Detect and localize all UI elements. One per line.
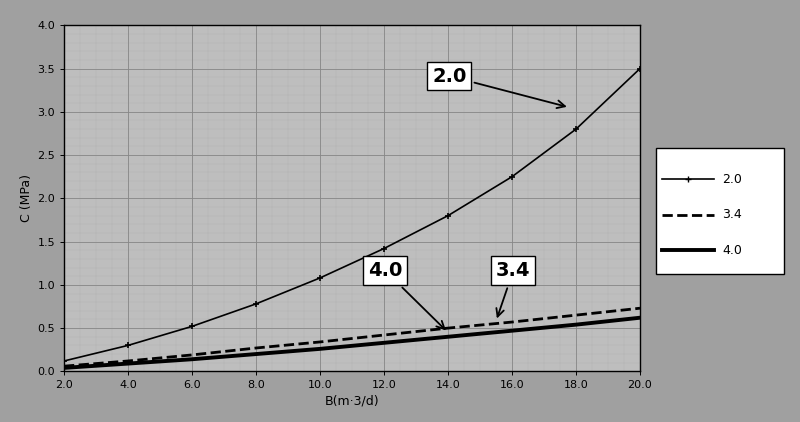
Text: 4.0: 4.0 (368, 261, 445, 329)
FancyBboxPatch shape (656, 148, 784, 274)
Y-axis label: C (MPa): C (MPa) (20, 174, 33, 222)
Text: 4.0: 4.0 (722, 244, 742, 257)
Text: 2.0: 2.0 (722, 173, 742, 186)
Text: 3.4: 3.4 (722, 208, 742, 221)
X-axis label: B(m·3/d): B(m·3/d) (325, 395, 379, 408)
Text: 3.4: 3.4 (496, 261, 530, 316)
Text: 2.0: 2.0 (432, 67, 565, 108)
